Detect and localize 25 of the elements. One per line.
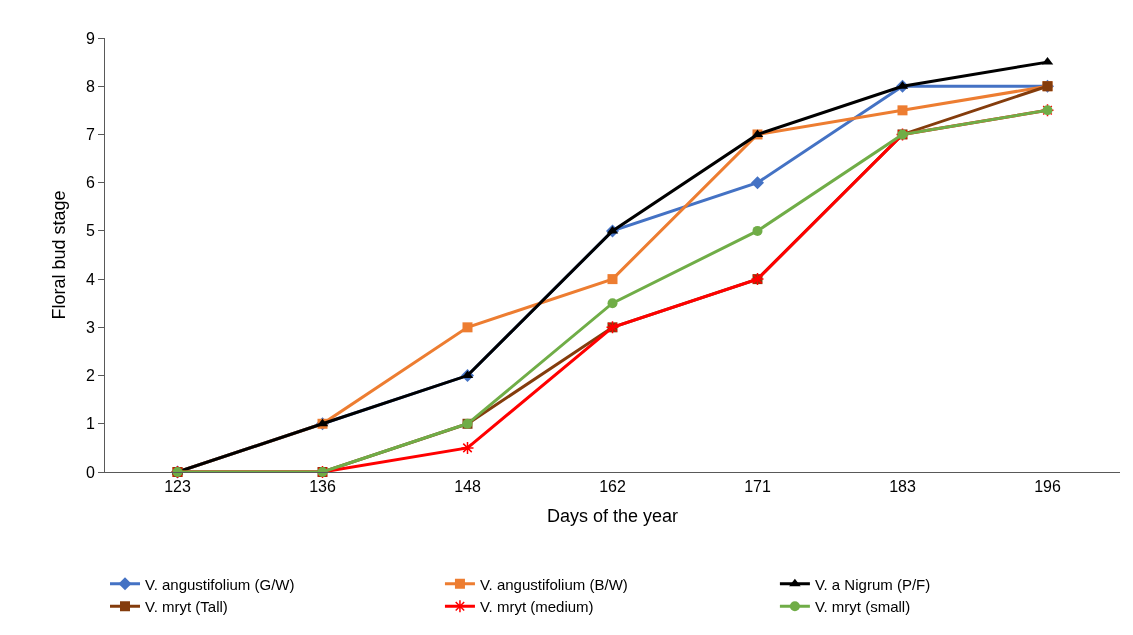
y-tick-label: 7 [85, 126, 95, 144]
x-tick-label: 162 [599, 478, 626, 496]
y-tick-label: 3 [85, 318, 95, 336]
legend-label: V. mryt (small) [814, 598, 911, 616]
y-tick-label: 5 [85, 222, 95, 240]
x-tick-label: 196 [1034, 478, 1061, 496]
x-tick-label: 136 [309, 478, 336, 496]
y-tick-label: 0 [85, 463, 95, 481]
y-tick-label: 9 [85, 29, 95, 47]
legend-label: V. angustifolium (G/W) [145, 575, 295, 593]
x-tick-label: 183 [889, 478, 916, 496]
legend-label: V. mryt (medium) [479, 598, 594, 616]
legend-label: V. mryt (Tall) [145, 598, 228, 616]
x-tick-label: 123 [164, 478, 191, 496]
y-tick-label: 6 [85, 174, 95, 192]
y-tick-label: 8 [85, 77, 95, 95]
x-tick-label: 148 [454, 478, 481, 496]
legend-label: V. a Nigrum (P/F) [814, 575, 931, 593]
y-axis-title: Floral bud stage [49, 190, 70, 320]
y-tick-label: 1 [85, 415, 95, 433]
y-tick-label: 4 [85, 270, 95, 288]
y-tick-label: 2 [85, 367, 95, 385]
x-axis-title: Days of the year [546, 506, 679, 527]
x-tick-label: 171 [744, 478, 771, 496]
legend-label: V. angustifolium (B/W) [479, 575, 628, 593]
